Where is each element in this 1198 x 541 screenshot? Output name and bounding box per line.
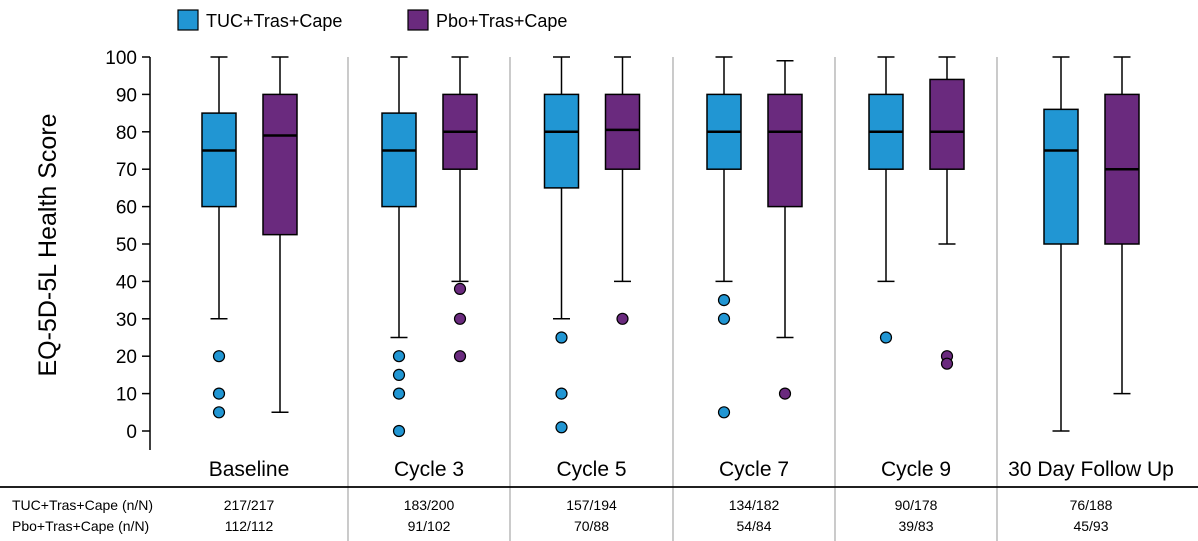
box-group [262,56,298,414]
count-value: 183/200 [404,497,455,513]
legend-label: Pbo+Tras+Cape [436,11,567,31]
outlier-point [453,312,467,325]
outlier-point [392,350,406,363]
count-table: TUC+Tras+Cape (n/N) 217/217 183/200 157/194… [12,497,1113,534]
x-tick-label: Cycle 9 [881,458,951,481]
box-group [381,56,417,438]
y-tick-label: 90 [116,85,137,106]
outlier-point [555,331,568,344]
count-row-label: TUC+Tras+Cape (n/N) [12,497,153,513]
outlier-point [212,387,226,400]
box-group [201,56,237,419]
outlier-point [778,387,792,400]
count-value: 91/102 [408,518,451,534]
outlier-point [212,350,226,363]
x-tick-label: Cycle 7 [719,458,789,481]
x-axis: Baseline Cycle 3 Cycle 5 Cycle 7 Cycle 9 30 D… [0,458,1198,488]
count-value: 90/178 [895,497,938,513]
count-value: 45/93 [1073,518,1108,534]
outlier-point [879,331,893,344]
box [543,93,580,189]
y-axis-label: EQ-5D-5L Health Score [34,113,62,376]
outlier-point [717,312,731,325]
outlier-point [392,368,406,381]
legend-swatch [407,9,429,31]
y-tick-label: 20 [116,347,137,368]
outlier-point [555,387,568,400]
outlier-point [453,282,467,295]
y-tick-label: 0 [126,422,137,443]
y-tick-label: 30 [116,310,137,331]
box [1043,108,1079,245]
x-tick-label: Cycle 5 [556,458,626,481]
outlier-point [453,350,467,363]
count-value: 76/188 [1070,497,1113,513]
box [929,78,965,170]
y-axis: 0 10 20 30 40 50 60 70 80 90 100 [105,48,151,450]
outlier-point [717,406,731,419]
box-group [706,56,742,419]
box [604,93,641,170]
x-tick-label: 30 Day Follow Up [1008,458,1174,481]
legend-swatch [177,9,199,31]
count-value: 157/194 [566,497,617,513]
outlier-point [616,312,629,325]
box-group [767,59,803,400]
y-tick-label: 70 [116,160,137,181]
box-group [543,56,580,434]
box-group [1104,56,1140,395]
legend: TUC+Tras+Cape Pbo+Tras+Cape [177,9,567,31]
box-series [201,56,1140,438]
y-tick-label: 10 [116,385,137,406]
count-value: 70/88 [574,518,609,534]
outlier-point [717,294,731,307]
outlier-point [392,387,406,400]
category-dividers [347,57,998,541]
y-tick-label: 50 [116,235,137,256]
count-value: 134/182 [729,497,780,513]
box [201,112,237,208]
outlier-point [392,424,406,438]
box-group [442,56,478,363]
outlier-point [212,406,226,419]
count-value: 54/84 [736,518,771,534]
box [381,112,417,208]
x-tick-label: Cycle 3 [394,458,464,481]
y-tick-label: 100 [105,48,137,69]
count-value: 112/112 [225,518,274,534]
outlier-point [940,357,954,370]
outlier-point [555,421,568,434]
box-group [868,56,904,344]
box-group [1043,56,1079,432]
count-row-label: Pbo+Tras+Cape (n/N) [12,518,149,534]
legend-label: TUC+Tras+Cape [206,11,342,31]
count-value: 39/83 [898,518,933,534]
x-tick-label: Baseline [209,458,290,481]
count-value: 217/217 [224,497,275,513]
box [262,93,298,236]
y-tick-label: 80 [116,123,137,144]
box [767,93,803,208]
y-tick-label: 60 [116,198,137,219]
y-tick-label: 40 [116,272,137,293]
box-group [604,56,641,325]
box-group [929,56,965,370]
